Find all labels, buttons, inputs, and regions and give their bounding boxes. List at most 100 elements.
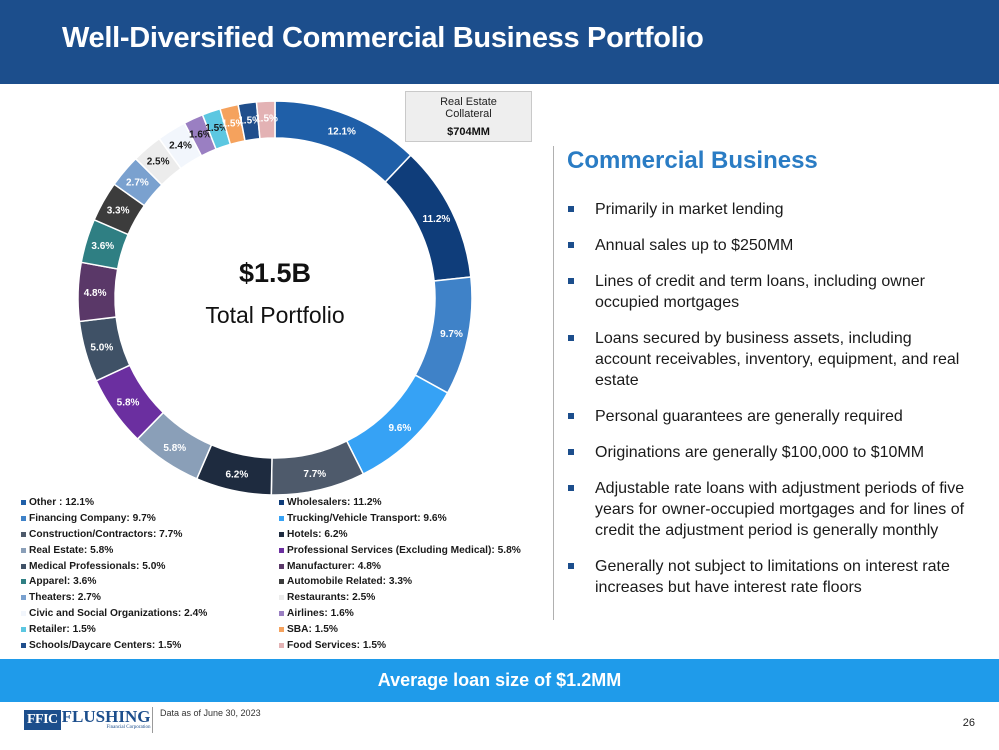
- slice-data-label: 9.7%: [440, 329, 463, 340]
- page-title: Well-Diversified Commercial Business Por…: [62, 22, 704, 54]
- legend-swatch: [279, 563, 284, 569]
- donut-slice: [270, 440, 365, 496]
- slice-data-label: 2.4%: [169, 140, 192, 151]
- title-bar: Well-Diversified Commercial Business Por…: [0, 0, 999, 84]
- legend-item: Manufacturer: 4.8%: [279, 561, 381, 572]
- slice-data-label: 1.5%: [222, 118, 245, 129]
- square-bullet-icon: [568, 242, 574, 248]
- legend-swatch: [21, 500, 26, 506]
- slice-data-label: 3.3%: [107, 205, 130, 216]
- bullet-item: Personal guarantees are generally requir…: [567, 406, 972, 427]
- bullet-text: Annual sales up to $250MM: [595, 237, 794, 254]
- collateral-value: $704MM: [447, 126, 490, 138]
- donut-chart: 12.1% 11.2% 9.7% 9.6% 7.7% 6.2% 5.8% 5.8% 5.0% 4.…: [77, 100, 473, 496]
- slice-data-label: 2.5%: [147, 157, 170, 168]
- legend-swatch: [21, 579, 26, 585]
- slice-data-label: 3.6%: [91, 241, 114, 252]
- slice-data-label: 5.0%: [90, 343, 113, 354]
- portfolio-total-amount: $1.5B: [238, 258, 312, 288]
- average-loan-banner: Average loan size of $1.2MM: [0, 659, 999, 702]
- legend-label: Retailer: 1.5%: [29, 623, 96, 635]
- company-logo: FFIC FLUSHING Financial Corporation: [24, 706, 150, 734]
- legend-label: Manufacturer: 4.8%: [287, 560, 381, 572]
- slice-data-label: 12.1%: [328, 126, 356, 137]
- bullet-item: Adjustable rate loans with adjustment pe…: [567, 478, 972, 541]
- slice-data-label: 5.8%: [163, 443, 186, 454]
- bullet-text: Adjustable rate loans with adjustment pe…: [595, 480, 965, 539]
- chart-legend: Other : 12.1% Wholesalers: 11.2% Financing…: [21, 495, 541, 653]
- bullet-item: Primarily in market lending: [567, 199, 972, 220]
- legend-swatch: [21, 547, 26, 553]
- legend-swatch: [21, 516, 26, 522]
- bullet-list: Primarily in market lending Annual sales …: [567, 199, 972, 613]
- legend-item: Civic and Social Organizations: 2.4%: [21, 608, 279, 619]
- legend-item: Schools/Daycare Centers: 1.5%: [21, 640, 279, 651]
- legend-label: Medical Professionals: 5.0%: [29, 560, 166, 572]
- bullet-item: Lines of credit and term loans, includin…: [567, 271, 972, 313]
- legend-label: Financing Company: 9.7%: [29, 513, 156, 525]
- bullet-text: Primarily in market lending: [595, 201, 784, 218]
- bullet-text: Lines of credit and term loans, includin…: [595, 273, 925, 311]
- legend-item: Restaurants: 2.5%: [279, 592, 375, 603]
- slice-data-label: 1.6%: [189, 130, 212, 141]
- portfolio-total-label: Total Portfolio: [205, 302, 345, 328]
- legend-swatch: [279, 610, 284, 616]
- legend-swatch: [279, 595, 284, 601]
- slice-data-label: 7.7%: [303, 469, 326, 480]
- page-number: 26: [962, 717, 975, 729]
- legend-label: Construction/Contractors: 7.7%: [29, 528, 183, 540]
- bullet-text: Originations are generally $100,000 to $…: [595, 444, 925, 461]
- legend-label: Automobile Related: 3.3%: [287, 576, 413, 588]
- legend-label: Trucking/Vehicle Transport: 9.6%: [287, 513, 447, 525]
- legend-swatch: [21, 595, 26, 601]
- legend-label: Schools/Daycare Centers: 1.5%: [29, 639, 182, 651]
- collateral-title: Real Estate Collateral: [440, 96, 497, 120]
- legend-item: Wholesalers: 11.2%: [279, 497, 382, 508]
- legend-item: Retailer: 1.5%: [21, 624, 279, 635]
- slice-data-label: 11.2%: [422, 214, 450, 225]
- legend-label: Other : 12.1%: [29, 497, 95, 509]
- legend-item: Airlines: 1.6%: [279, 608, 354, 619]
- legend-label: SBA: 1.5%: [287, 623, 338, 635]
- vertical-divider: [553, 146, 554, 620]
- legend-label: Hotels: 6.2%: [287, 528, 348, 540]
- legend-item: Theaters: 2.7%: [21, 592, 279, 603]
- legend-swatch: [279, 642, 284, 648]
- legend-swatch: [279, 579, 284, 585]
- bullet-item: Generally not subject to limitations on …: [567, 556, 972, 598]
- legend-row: Real Estate: 5.8% Professional Services (…: [21, 542, 541, 558]
- legend-row: Retailer: 1.5% SBA: 1.5%: [21, 621, 541, 637]
- legend-label: Theaters: 2.7%: [29, 592, 101, 604]
- legend-label: Food Services: 1.5%: [287, 639, 387, 651]
- legend-item: Other : 12.1%: [21, 497, 279, 508]
- legend-row: Financing Company: 9.7% Trucking/Vehicle …: [21, 511, 541, 527]
- legend-item: Real Estate: 5.8%: [21, 545, 279, 556]
- legend-item: Hotels: 6.2%: [279, 529, 348, 540]
- banner-text: Average loan size of $1.2MM: [377, 670, 622, 690]
- bullet-text: Generally not subject to limitations on …: [595, 558, 950, 596]
- legend-swatch: [21, 642, 26, 648]
- data-date-note: Data as of June 30, 2023: [160, 708, 261, 718]
- legend-swatch: [279, 626, 284, 632]
- square-bullet-icon: [568, 449, 574, 455]
- legend-swatch: [21, 563, 26, 569]
- legend-label: Apparel: 3.6%: [29, 576, 97, 588]
- legend-item: Medical Professionals: 5.0%: [21, 561, 279, 572]
- legend-item: SBA: 1.5%: [279, 624, 338, 635]
- square-bullet-icon: [568, 413, 574, 419]
- legend-label: Professional Services (Excluding Medical…: [287, 544, 521, 556]
- bullet-text: Loans secured by business assets, includ…: [595, 330, 960, 389]
- legend-label: Wholesalers: 11.2%: [287, 497, 382, 509]
- bullet-text: Personal guarantees are generally requir…: [595, 408, 903, 425]
- legend-label: Real Estate: 5.8%: [29, 544, 114, 556]
- real-estate-collateral-box: Real Estate Collateral $704MM: [405, 91, 532, 142]
- legend-item: Trucking/Vehicle Transport: 9.6%: [279, 513, 447, 524]
- slice-data-label: 5.8%: [117, 397, 140, 408]
- legend-item: Apparel: 3.6%: [21, 576, 279, 587]
- slice-data-label: 1.5%: [238, 115, 261, 126]
- legend-label: Civic and Social Organizations: 2.4%: [29, 607, 208, 619]
- legend-label: Restaurants: 2.5%: [287, 592, 376, 604]
- legend-swatch: [279, 500, 284, 506]
- legend-item: Professional Services (Excluding Medical…: [279, 545, 521, 556]
- legend-label: Airlines: 1.6%: [287, 607, 354, 619]
